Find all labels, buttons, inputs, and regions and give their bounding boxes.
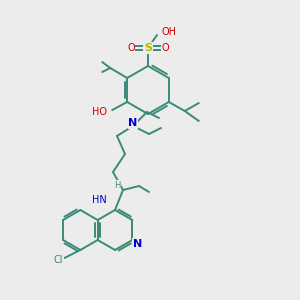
Text: OH: OH xyxy=(161,27,176,37)
Text: O: O xyxy=(127,43,135,53)
Text: HO: HO xyxy=(92,107,107,117)
Text: HN: HN xyxy=(92,195,107,205)
Text: H: H xyxy=(114,181,120,190)
Text: N: N xyxy=(128,118,138,128)
Text: N: N xyxy=(133,239,142,249)
Text: O: O xyxy=(161,43,169,53)
Text: Cl: Cl xyxy=(54,255,63,265)
Text: S: S xyxy=(144,43,152,53)
